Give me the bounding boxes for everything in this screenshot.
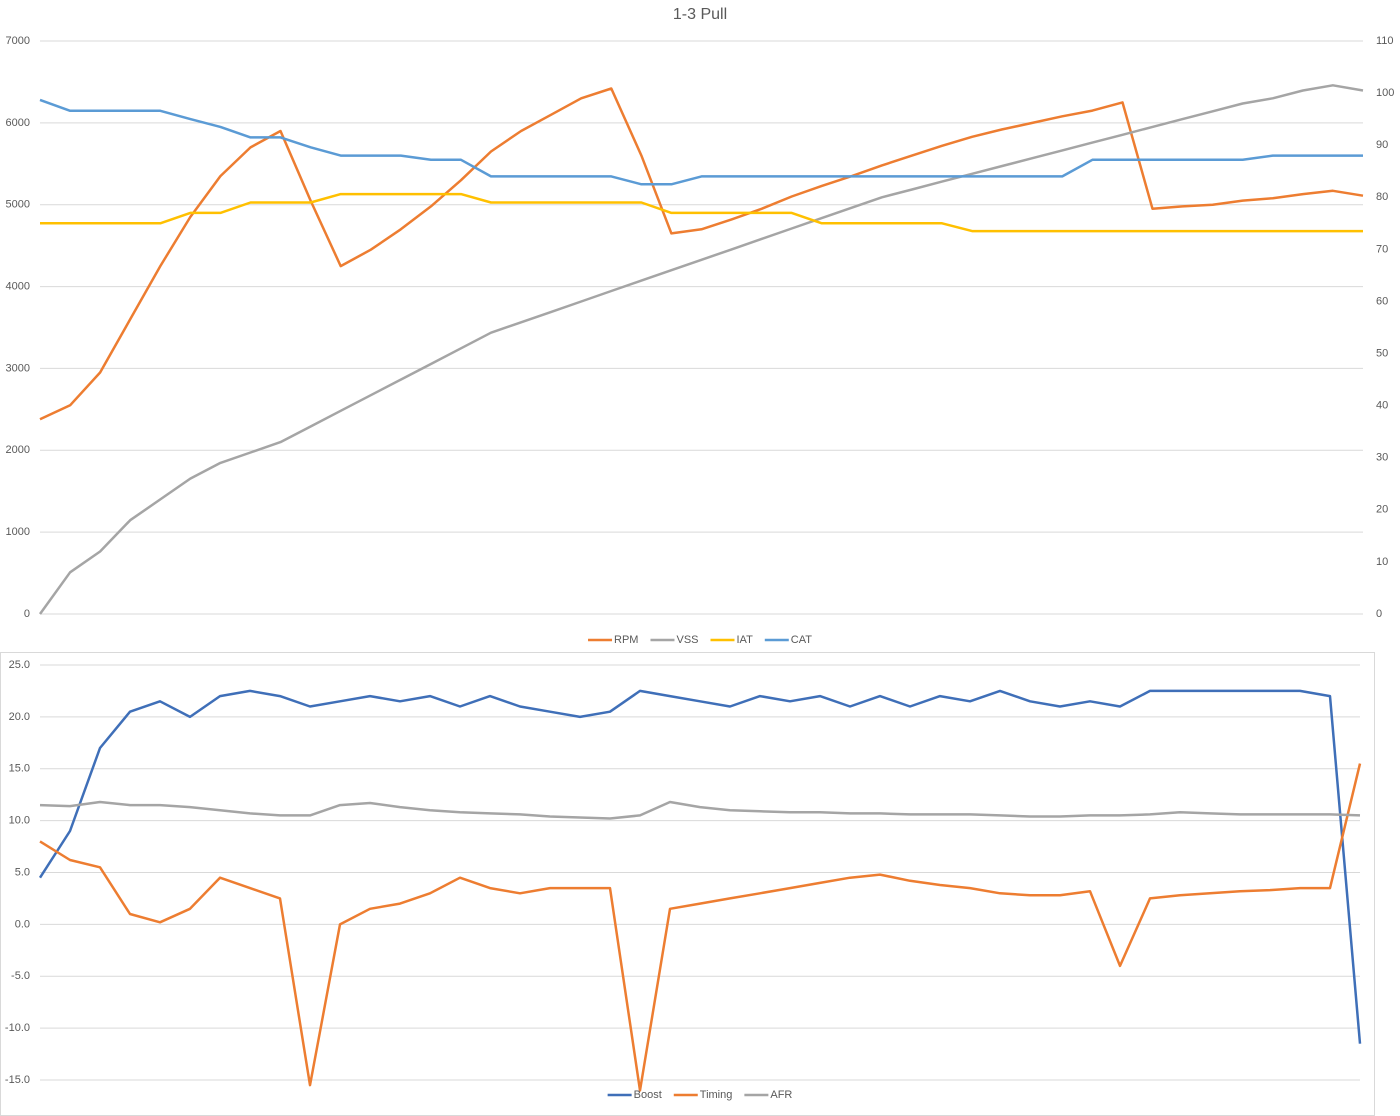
y-tick-label: -5.0 — [11, 970, 30, 982]
y2-tick-label: 30 — [1376, 452, 1388, 464]
y-tick-label: -15.0 — [5, 1074, 30, 1086]
y2-tick-label: 10 — [1376, 556, 1388, 568]
series-line — [38, 84, 1364, 615]
y-tick-label: 6000 — [6, 117, 30, 129]
series-line — [40, 192, 1363, 233]
series-line — [39, 87, 1364, 421]
series-line — [38, 689, 1362, 1044]
legend: Boost Timing AFR — [607, 1089, 792, 1101]
y-tick-label: 3000 — [6, 362, 30, 374]
series-line — [39, 800, 1361, 820]
legend-label: IAT — [736, 634, 753, 646]
y2-tick-label: 90 — [1376, 139, 1388, 151]
legend-label: RPM — [614, 634, 638, 646]
y-tick-label: 25.0 — [9, 659, 30, 671]
y2-tick-label: 60 — [1376, 295, 1388, 307]
y-tick-label: 2000 — [6, 444, 30, 456]
y-tick-label: 10.0 — [9, 815, 30, 827]
y-tick-label: 4000 — [6, 280, 30, 292]
y-tick-label: 20.0 — [9, 711, 30, 723]
y-tick-label: 5.0 — [15, 866, 30, 878]
y2-tick-label: 40 — [1376, 400, 1388, 412]
legend-label: Timing — [700, 1089, 733, 1101]
legend: RPM VSS IAT CAT — [588, 634, 812, 646]
y-tick-label: 5000 — [6, 199, 30, 211]
chart-title: 1-3 Pull — [673, 6, 727, 23]
legend-label: AFR — [770, 1089, 792, 1101]
y2-tick-label: 50 — [1376, 347, 1388, 359]
y-tick-label: -10.0 — [5, 1022, 30, 1034]
y-tick-label: 0.0 — [15, 918, 30, 930]
y2-tick-label: 0 — [1376, 608, 1382, 620]
y2-tick-label: 70 — [1376, 243, 1388, 255]
chart-frame — [0, 652, 1375, 1116]
y2-tick-label: 20 — [1376, 504, 1388, 516]
legend-label: Boost — [634, 1089, 662, 1101]
series-line — [39, 98, 1363, 186]
legend-label: CAT — [791, 634, 812, 646]
y-tick-label: 1000 — [6, 526, 30, 538]
legend-label: VSS — [676, 634, 698, 646]
y2-tick-label: 80 — [1376, 191, 1388, 203]
y-tick-label: 7000 — [6, 35, 30, 47]
y-tick-label: 0 — [24, 608, 30, 620]
series-line — [39, 763, 1362, 1092]
y2-tick-label: 110 — [1376, 35, 1394, 47]
y2-tick-label: 100 — [1376, 87, 1394, 99]
y-tick-label: 15.0 — [9, 763, 30, 775]
